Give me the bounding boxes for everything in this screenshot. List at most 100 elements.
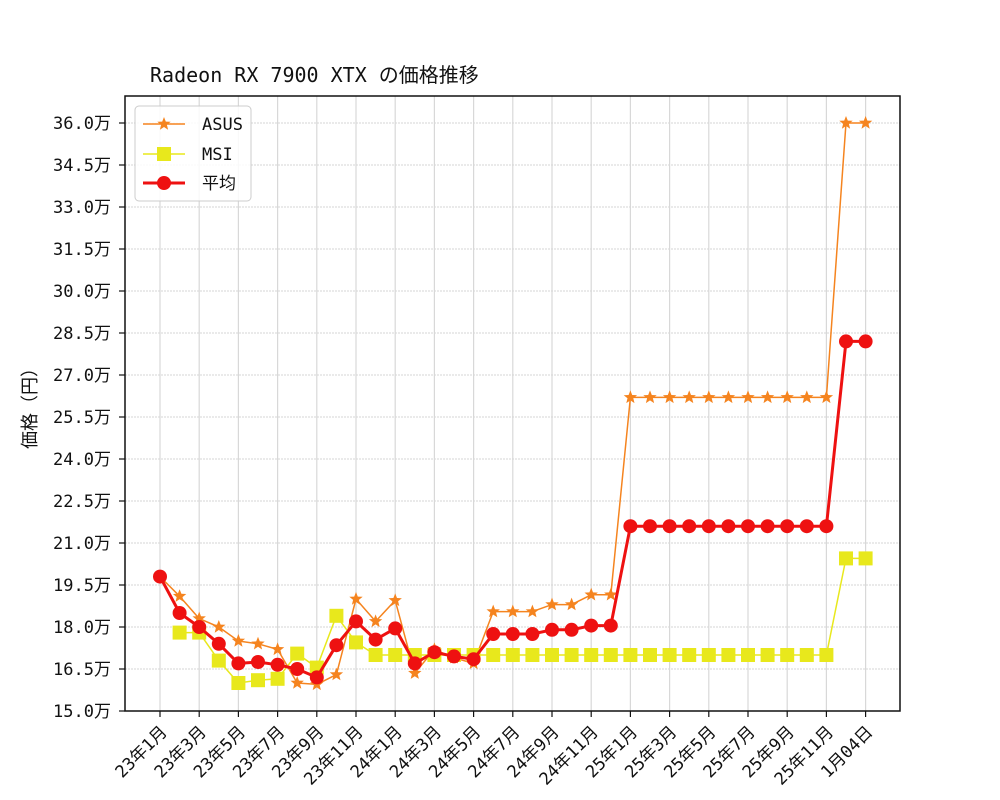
data-point [290,662,305,676]
data-point [290,646,305,661]
series-平均 [153,334,873,685]
legend-item-asus: ASUS [143,115,243,135]
data-point [780,648,795,662]
data-point [525,604,540,618]
data-point [564,597,579,611]
data-point [349,614,363,629]
x-axis: 23年1月23年3月23年5月23年7月23年9月23年11月24年1月24年3… [112,711,877,790]
data-point [584,587,598,601]
data-point [153,569,167,584]
data-point [368,632,383,647]
data-point [172,589,187,602]
data-point [545,622,559,637]
data-point [702,390,716,404]
y-axis-label: 価格（円） [20,359,41,449]
y-tick-label: 25.5万 [53,408,111,428]
data-point [251,673,265,688]
y-tick-label: 21.0万 [53,534,111,554]
legend-label-msi: MSI [202,145,233,165]
data-point [407,656,422,671]
legend-label-average: 平均 [202,174,236,194]
data-point [231,676,246,690]
data-point [231,656,246,671]
y-tick-label: 19.5万 [53,576,111,596]
data-point [172,606,187,620]
data-point [643,519,657,534]
data-point [584,618,599,633]
y-tick-label: 16.5万 [53,660,111,680]
y-tick-label: 34.5万 [53,156,111,176]
data-point [408,666,422,679]
data-point [858,551,873,566]
data-point [192,611,206,625]
data-point [486,627,501,641]
y-tick-label: 36.0万 [53,114,111,134]
data-point [682,390,696,404]
data-point [643,648,657,662]
data-point [682,648,697,662]
data-point [251,636,265,650]
data-point [800,390,814,404]
y-tick-label: 27.0万 [53,366,111,386]
data-point [780,519,795,534]
data-point [799,519,814,534]
data-point [584,648,599,662]
data-point [701,519,716,534]
data-point [721,519,736,534]
data-point [290,676,304,689]
data-point [329,638,344,653]
data-point [505,648,520,662]
data-point [819,390,834,404]
data-point [270,642,285,656]
data-point [329,667,344,681]
data-point [486,604,500,618]
data-point [799,648,814,662]
data-point [231,634,246,647]
data-point [388,648,403,662]
data-point [388,593,402,607]
data-point [858,116,873,129]
y-tick-label: 15.0万 [53,702,111,722]
legend-item-msi: MSI [143,145,233,165]
data-point [349,635,363,650]
data-point [839,334,853,349]
data-point [623,390,638,404]
data-point [819,648,834,662]
data-point [741,390,755,404]
data-point [545,648,559,662]
data-point [623,648,638,662]
data-point [172,625,187,640]
data-point [662,519,677,534]
circle-marker-icon [157,176,171,190]
data-point [525,648,540,662]
data-point [486,648,501,662]
y-tick-label: 22.5万 [53,492,111,512]
data-point [603,648,618,662]
data-point [623,519,638,534]
data-point [368,648,383,662]
data-point [506,604,520,618]
data-point [211,636,226,651]
data-point [270,657,285,672]
star-marker-icon [157,117,171,130]
data-point [349,592,363,605]
chart-title: Radeon RX 7900 XTX の価格推移 [150,63,479,87]
data-point [701,648,716,662]
data-point [564,648,579,662]
data-point [545,597,559,611]
data-point [741,648,755,662]
data-point [721,390,736,404]
data-point [819,519,834,534]
data-point [858,334,873,349]
data-point [309,670,324,685]
data-point [270,671,285,686]
legend: ASUS MSI 平均 [134,105,252,202]
data-point [466,652,481,667]
data-point [211,653,226,668]
data-point [603,618,618,633]
data-point [604,587,618,601]
data-point [839,551,853,566]
data-point [721,648,736,662]
data-point [741,519,755,534]
